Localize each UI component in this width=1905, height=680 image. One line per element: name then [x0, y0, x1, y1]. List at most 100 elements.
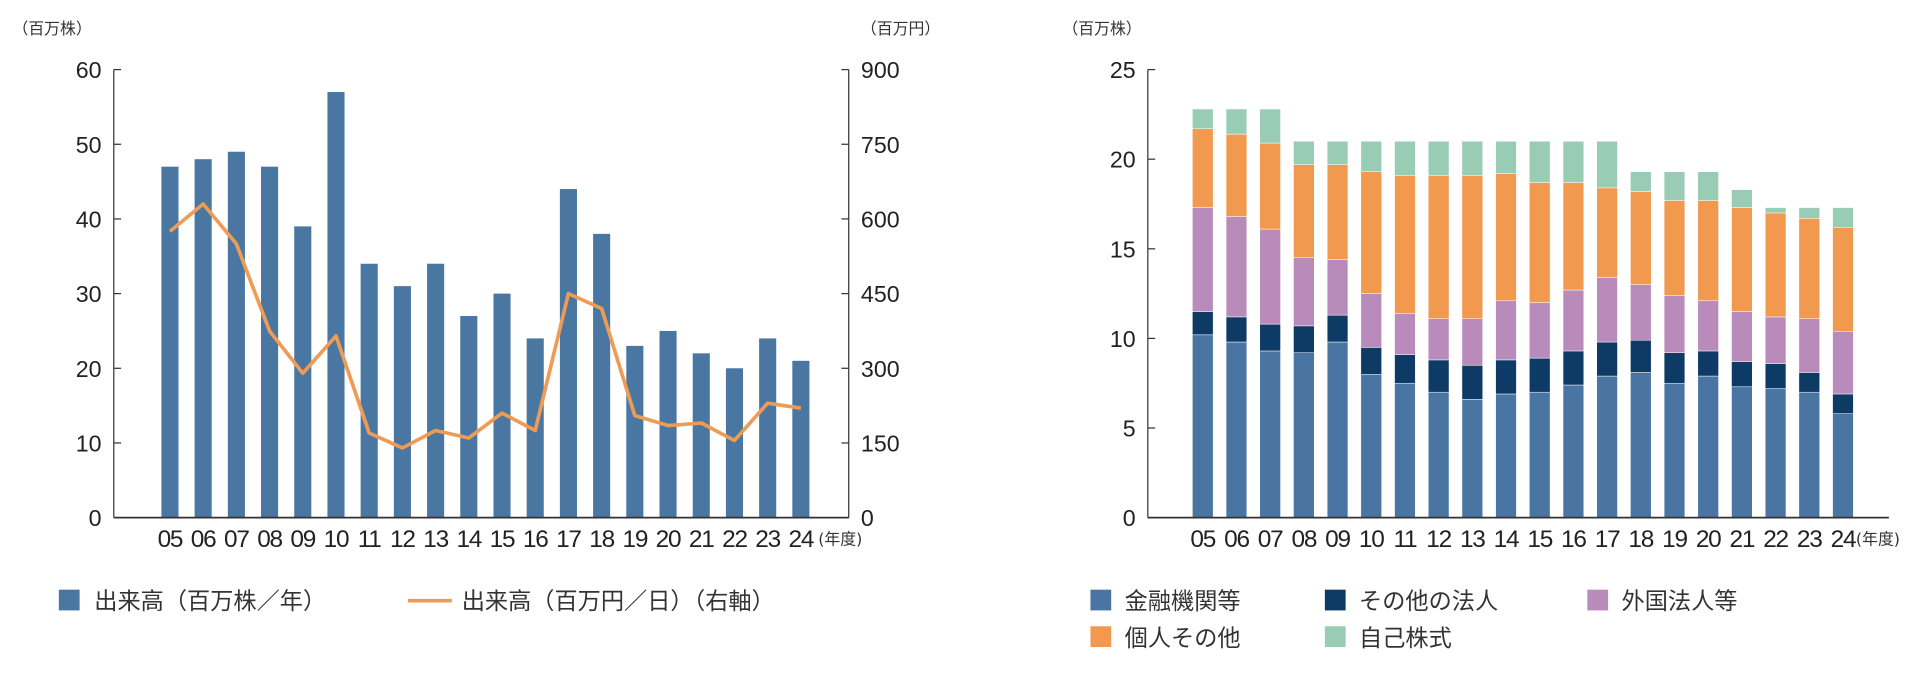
x-tick-label: 06: [191, 526, 216, 553]
y-tick-label: 0: [1123, 505, 1136, 531]
bar-segment-15-4: [1529, 141, 1551, 183]
y-tick-label: 20: [1110, 147, 1136, 173]
bar-segment-23-0: [1798, 391, 1820, 518]
right-tick-label: 750: [861, 132, 900, 158]
bar-segment-07-0: [1259, 350, 1281, 518]
right-tick-label: 150: [861, 431, 900, 457]
x-tick-label: 05: [158, 526, 183, 553]
bar-13: [427, 263, 445, 518]
bar-segment-16-3: [1562, 182, 1585, 291]
bar-segment-22-1: [1764, 363, 1787, 389]
legend-swatch-bar: [58, 589, 80, 611]
x-tick-label: 06: [1224, 526, 1249, 553]
bar-segment-22-3: [1764, 212, 1787, 318]
bar-segment-11-1: [1394, 354, 1416, 384]
x-tick-label: 17: [1595, 526, 1620, 553]
left-tick-label: 0: [89, 505, 102, 531]
x-tick-label: 17: [556, 526, 581, 553]
bar-segment-24-1: [1832, 393, 1854, 414]
bar-19: [626, 345, 644, 518]
bar-15: [493, 293, 511, 518]
x-tick-label: 11: [1393, 526, 1417, 553]
right-tick-label: 450: [861, 281, 900, 307]
x-tick-label: 15: [490, 526, 515, 553]
bar-segment-22-2: [1764, 316, 1787, 364]
bar-segment-13-4: [1461, 141, 1483, 176]
x-tick-label: 07: [1258, 526, 1283, 553]
bar-segment-09-3: [1326, 164, 1349, 260]
x-tick-label: 19: [1662, 526, 1687, 553]
left-tick-label: 60: [76, 57, 102, 83]
bar-12: [393, 286, 411, 518]
right-tick-label: 600: [861, 206, 900, 232]
bar-18: [593, 233, 611, 518]
bar-segment-08-0: [1293, 352, 1315, 518]
x-tick-label: 11: [358, 526, 382, 553]
bar-segment-18-3: [1630, 191, 1652, 285]
x-tick-label: 24: [789, 526, 814, 553]
legend-label-bar: 出来高（百万株／年）: [94, 588, 326, 615]
bar-segment-12-2: [1428, 318, 1450, 361]
x-tick-label: 15: [1527, 526, 1552, 553]
x-tick-label: 22: [722, 526, 747, 553]
bar-segment-12-3: [1428, 175, 1450, 319]
bar-segment-18-1: [1630, 339, 1652, 373]
legend-swatch-4: [1324, 626, 1346, 648]
bar-segment-10-4: [1360, 141, 1382, 172]
volume-chart: （百万株） （百万円）010203040506001503004506007509…: [12, 19, 940, 615]
right-tick-label: 900: [861, 57, 900, 83]
bar-segment-19-0: [1663, 382, 1686, 518]
x-tick-label: 07: [224, 526, 249, 553]
bar-segment-08-4: [1293, 141, 1315, 165]
bar-segment-24-0: [1832, 413, 1854, 518]
y-tick-label: 25: [1110, 57, 1136, 83]
bar-11: [360, 263, 378, 518]
bar-segment-20-0: [1697, 375, 1719, 518]
bar-segment-05-4: [1192, 108, 1214, 129]
bar-segment-07-2: [1259, 228, 1281, 325]
legend-swatch-2: [1587, 589, 1609, 611]
bar-07: [227, 151, 245, 518]
bar-segment-22-4: [1764, 207, 1787, 214]
bar-segment-07-1: [1259, 323, 1281, 352]
x-tick-label: 18: [1628, 526, 1653, 553]
bar-segment-08-2: [1293, 257, 1315, 327]
bar-segment-17-1: [1596, 341, 1618, 377]
bar-segment-16-0: [1562, 384, 1585, 518]
bar-06: [194, 159, 212, 518]
bar-segment-10-3: [1360, 171, 1382, 294]
bar-segment-08-3: [1293, 164, 1315, 259]
bar-segment-10-1: [1360, 347, 1382, 375]
bar-segment-13-1: [1461, 365, 1483, 400]
bar-segment-15-3: [1529, 182, 1551, 303]
x-tick-label: 21: [689, 526, 714, 553]
bar-segment-09-0: [1326, 341, 1349, 518]
x-tick-label: 16: [1561, 526, 1586, 553]
left-tick-label: 40: [76, 206, 102, 232]
bar-segment-19-2: [1663, 295, 1686, 353]
bar-segment-18-2: [1630, 284, 1652, 341]
y-tick-label: 5: [1123, 416, 1136, 442]
bar-05: [161, 166, 179, 518]
right-tick-label: 300: [861, 356, 900, 382]
bar-segment-21-2: [1731, 311, 1753, 362]
bar-24: [792, 360, 810, 518]
x-tick-label: 19: [622, 526, 647, 553]
bar-08: [261, 166, 279, 518]
bar-segment-12-1: [1428, 359, 1450, 393]
bar-segment-17-4: [1596, 141, 1618, 189]
bar-segment-14-1: [1495, 359, 1517, 395]
x-tick-label: 13: [423, 526, 448, 553]
legend-label-3: 個人その他: [1125, 625, 1241, 652]
bar-10: [327, 91, 345, 518]
bar-14: [460, 316, 478, 518]
bar-segment-16-4: [1562, 141, 1585, 183]
legend-label-0: 金融機関等: [1125, 588, 1241, 615]
bar-segment-23-3: [1798, 218, 1820, 319]
bar-segment-21-3: [1731, 207, 1753, 312]
bar-segment-08-1: [1293, 325, 1315, 353]
x-tick-label: 20: [656, 526, 681, 553]
bar-segment-07-4: [1259, 108, 1281, 144]
